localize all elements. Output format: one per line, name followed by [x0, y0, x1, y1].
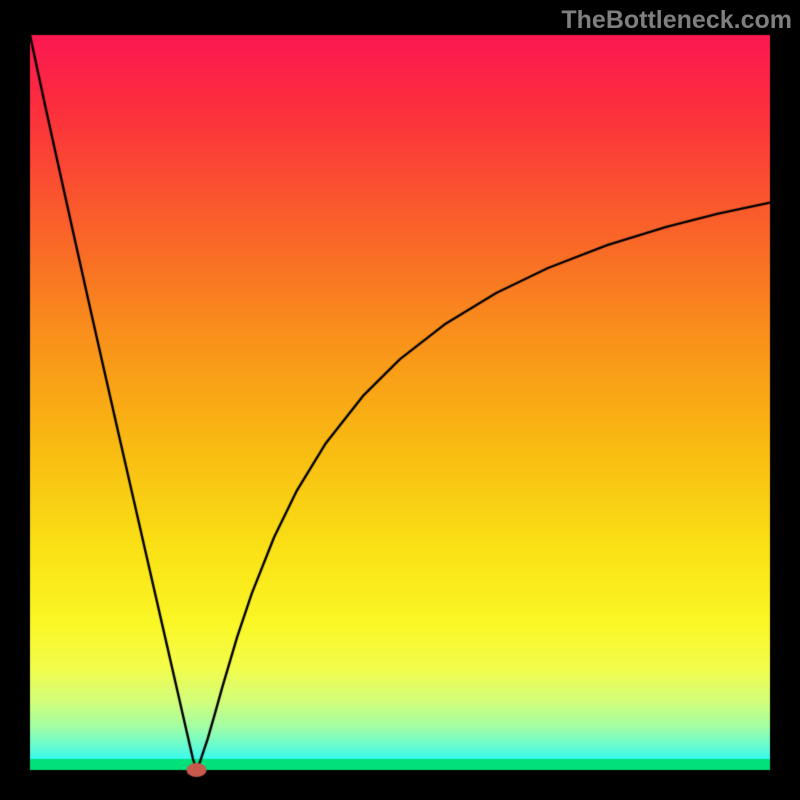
- watermark-label: TheBottleneck.com: [561, 6, 792, 35]
- chart-stage: TheBottleneck.com: [0, 0, 800, 800]
- bottleneck-curve-chart: [0, 0, 800, 800]
